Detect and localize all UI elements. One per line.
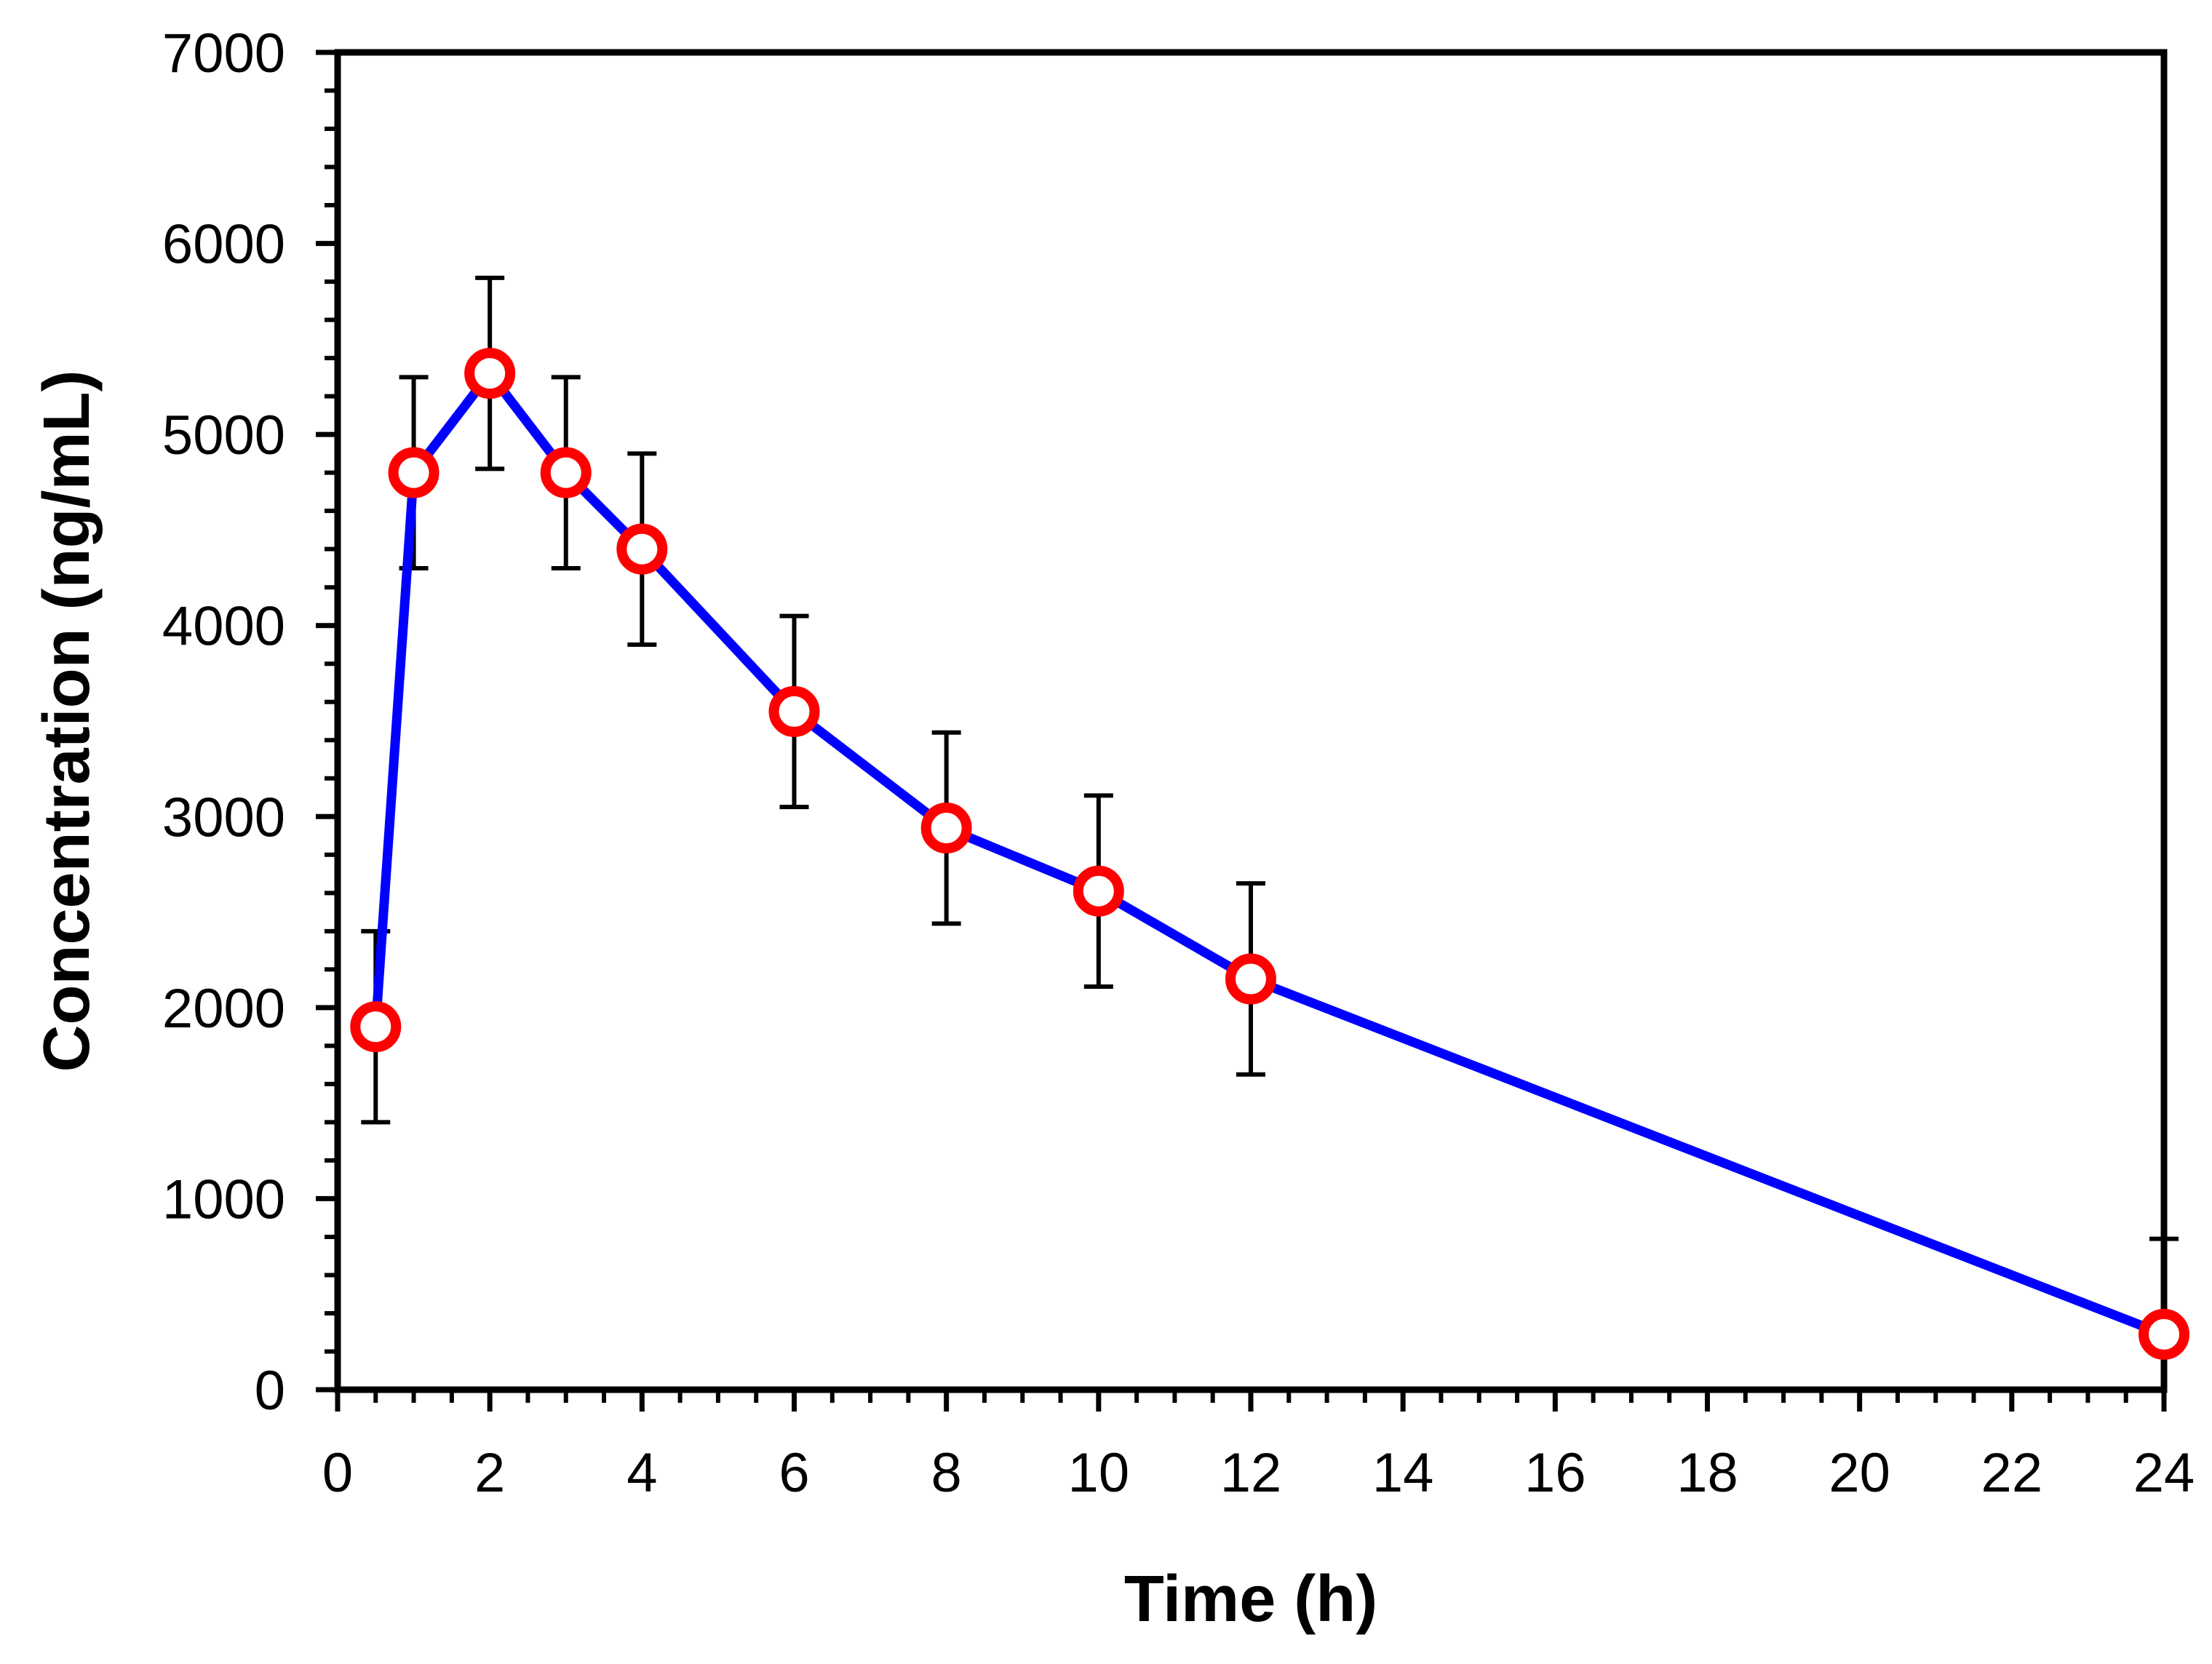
data-point: [2139, 1308, 2189, 1360]
y-axis-ticks: 0 1000 2000 3000 4000 5000 6000 7000: [162, 23, 338, 1422]
x-tick-label: 24: [2133, 1442, 2195, 1504]
data-point: [616, 523, 668, 575]
series-line: [370, 368, 2166, 1339]
x-tick-label: 14: [1372, 1442, 1434, 1504]
data-point: [388, 447, 439, 498]
x-tick-label: 8: [931, 1442, 962, 1504]
x-tick-label: 4: [626, 1442, 657, 1504]
data-point: [464, 348, 516, 399]
data-point: [920, 803, 972, 854]
y-tick-label: 4000: [162, 596, 285, 658]
y-axis-title: Concentration (ng/mL): [31, 370, 103, 1072]
data-point: [540, 447, 592, 498]
data-markers: [350, 348, 2189, 1360]
plot-frame: [334, 49, 2168, 1393]
x-tick-label: 12: [1220, 1442, 1282, 1504]
y-tick-label: 0: [255, 1360, 285, 1422]
data-point: [1225, 953, 1276, 1005]
x-tick-label: 18: [1676, 1442, 1738, 1504]
data-point: [768, 685, 820, 737]
y-tick-label: 1000: [162, 1169, 285, 1230]
x-tick-label: 16: [1524, 1442, 1586, 1504]
data-point: [1073, 865, 1124, 917]
x-tick-label: 6: [779, 1442, 809, 1504]
x-tick-label: 20: [1829, 1442, 1890, 1504]
x-tick-label: 10: [1068, 1442, 1130, 1504]
y-tick-label: 6000: [162, 214, 285, 276]
x-axis-title: Time (h): [1124, 1563, 1377, 1636]
x-tick-label: 0: [322, 1442, 353, 1504]
x-tick-label: 22: [1981, 1442, 2043, 1504]
y-tick-label: 5000: [162, 405, 285, 466]
y-tick-label: 2000: [162, 978, 285, 1040]
x-tick-label: 2: [474, 1442, 505, 1504]
y-tick-label: 3000: [162, 787, 285, 848]
y-tick-label: 7000: [162, 23, 285, 84]
data-point: [350, 1001, 402, 1053]
x-axis-ticks: 0 2 4 6 8 10 12 14 16 18 20 22 24: [322, 1390, 2195, 1504]
